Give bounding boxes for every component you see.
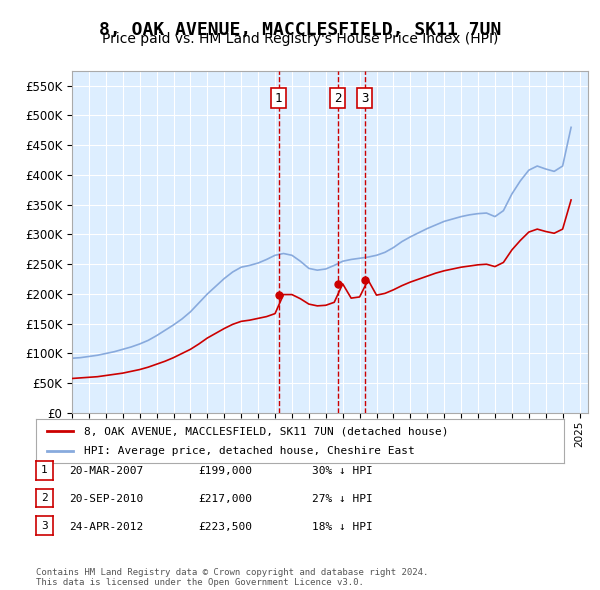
Text: 2: 2	[334, 91, 342, 104]
Text: 8, OAK AVENUE, MACCLESFIELD, SK11 7UN: 8, OAK AVENUE, MACCLESFIELD, SK11 7UN	[99, 21, 501, 39]
Text: 30% ↓ HPI: 30% ↓ HPI	[312, 467, 373, 476]
Text: 27% ↓ HPI: 27% ↓ HPI	[312, 494, 373, 504]
Text: 20-MAR-2007: 20-MAR-2007	[69, 467, 143, 476]
Text: 3: 3	[41, 521, 48, 530]
Text: HPI: Average price, detached house, Cheshire East: HPI: Average price, detached house, Ches…	[83, 446, 414, 455]
Text: Contains HM Land Registry data © Crown copyright and database right 2024.
This d: Contains HM Land Registry data © Crown c…	[36, 568, 428, 587]
Text: 18% ↓ HPI: 18% ↓ HPI	[312, 522, 373, 532]
Text: 20-SEP-2010: 20-SEP-2010	[69, 494, 143, 504]
Text: 3: 3	[361, 91, 368, 104]
Text: 8, OAK AVENUE, MACCLESFIELD, SK11 7UN (detached house): 8, OAK AVENUE, MACCLESFIELD, SK11 7UN (d…	[83, 427, 448, 436]
Text: £217,000: £217,000	[198, 494, 252, 504]
Text: 2: 2	[41, 493, 48, 503]
Text: Price paid vs. HM Land Registry's House Price Index (HPI): Price paid vs. HM Land Registry's House …	[102, 32, 498, 47]
Text: 1: 1	[275, 91, 283, 104]
Text: £199,000: £199,000	[198, 467, 252, 476]
Text: 1: 1	[41, 466, 48, 475]
Text: £223,500: £223,500	[198, 522, 252, 532]
Text: 24-APR-2012: 24-APR-2012	[69, 522, 143, 532]
